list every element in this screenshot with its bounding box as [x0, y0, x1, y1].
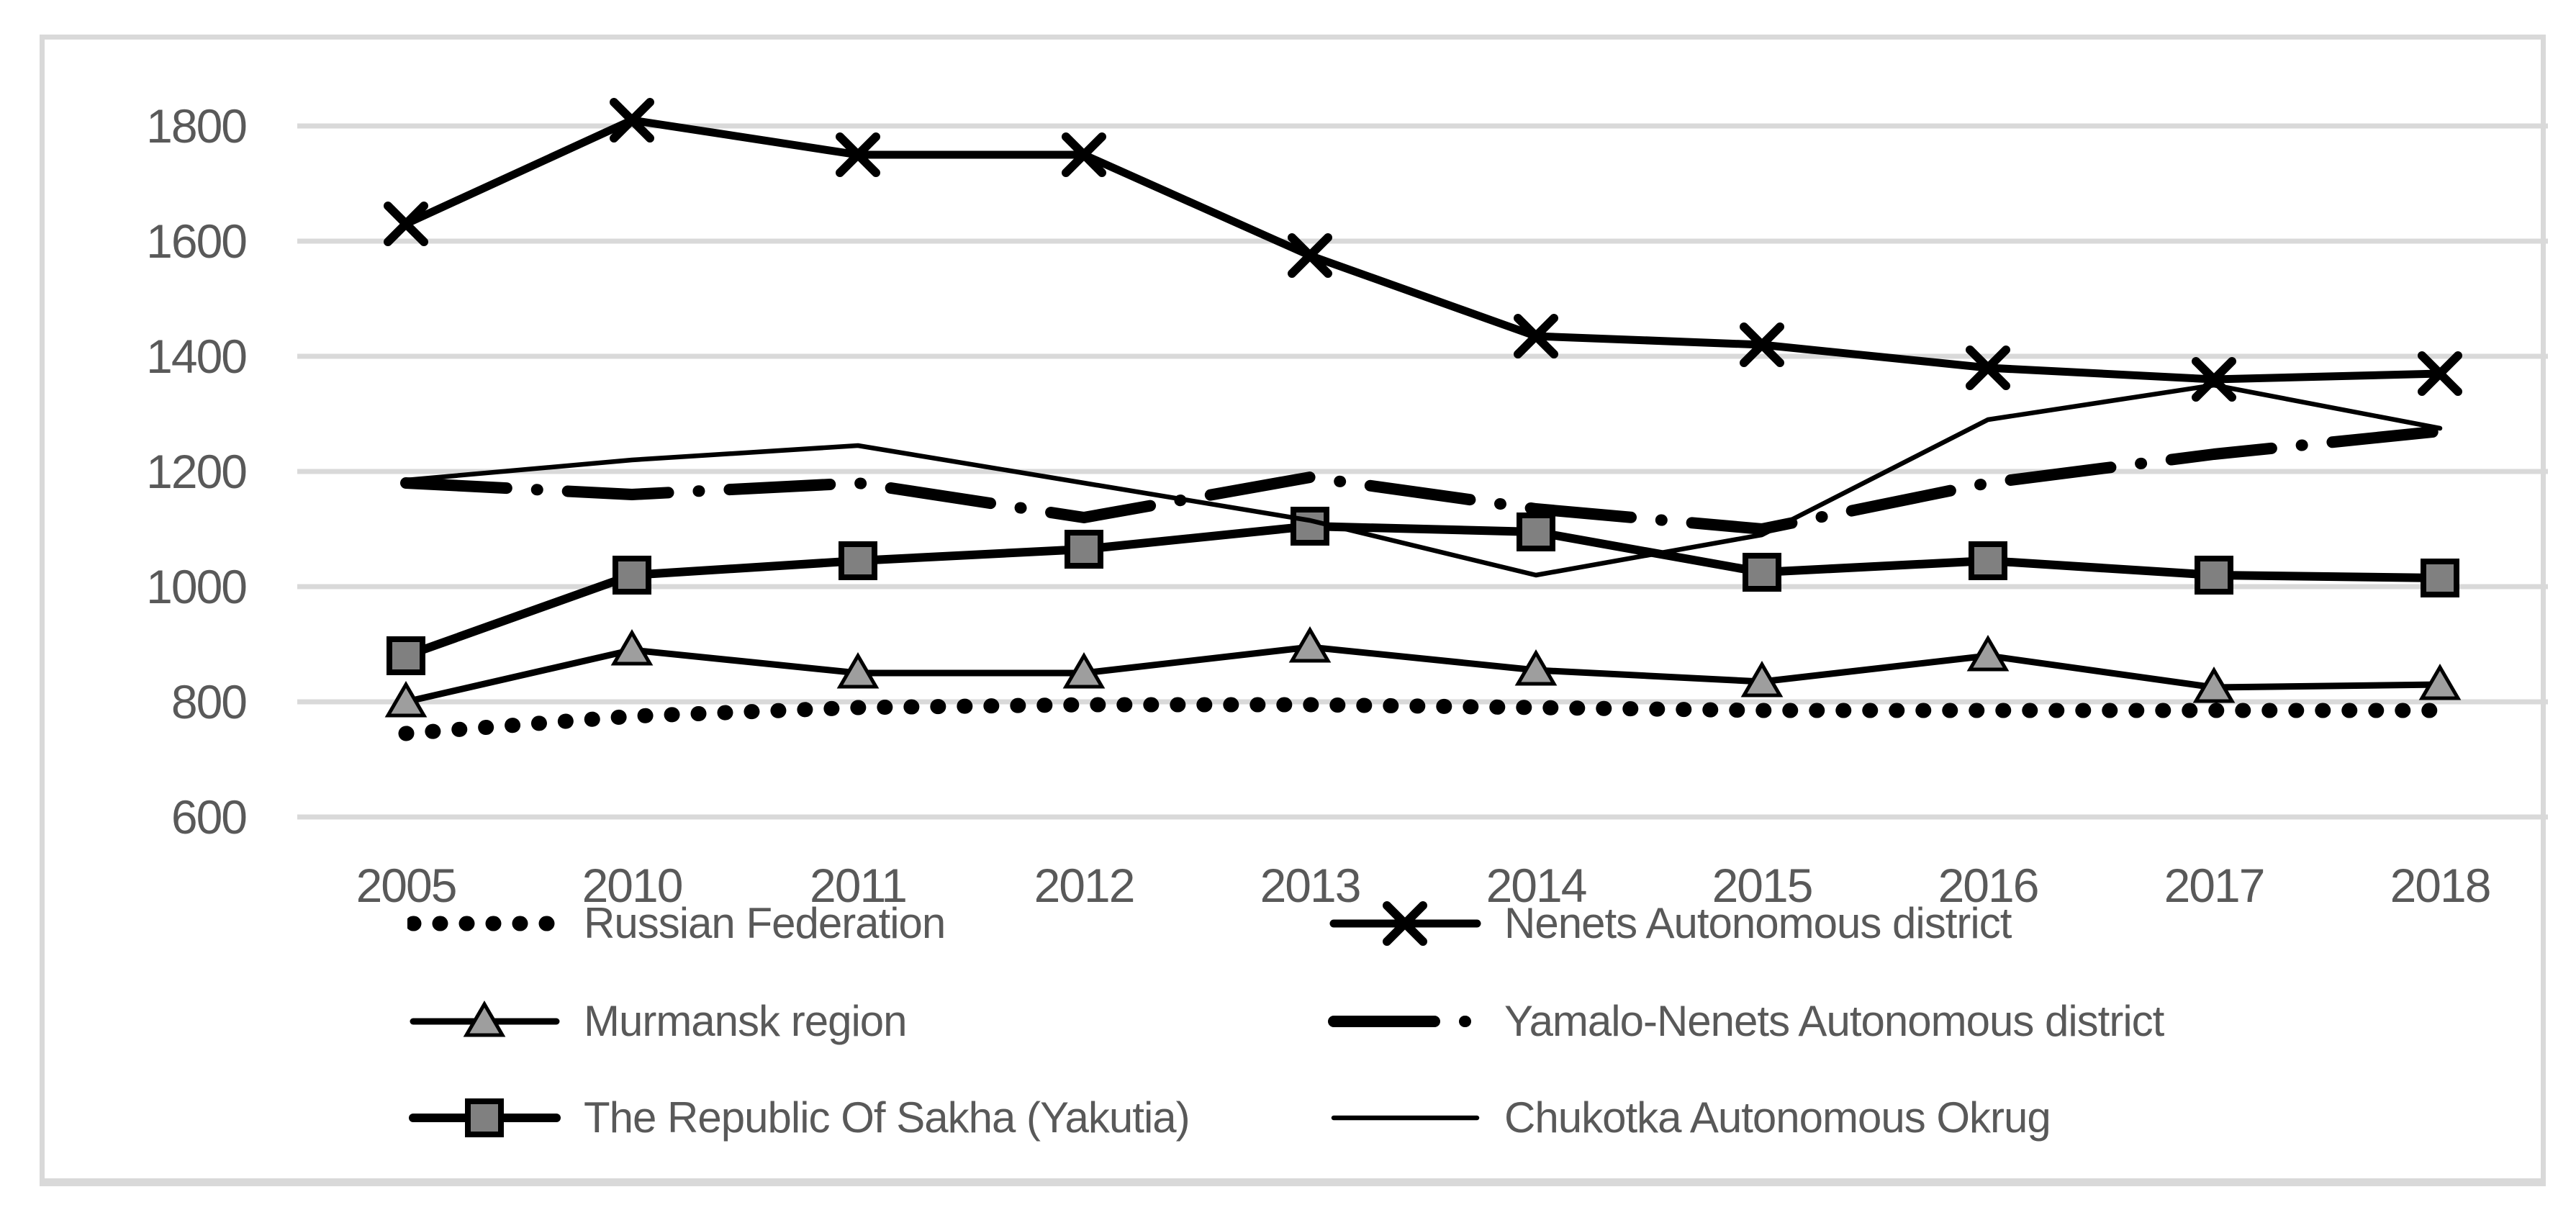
sakha-square-marker	[387, 636, 425, 675]
sakha-square-marker	[1743, 553, 1781, 592]
murmansk-triangle-marker	[1062, 652, 1106, 689]
sakha-square-marker	[1517, 513, 1555, 551]
y-tick-label: 600	[171, 790, 246, 844]
y-tick-label: 1200	[146, 445, 246, 498]
y-tick-label: 800	[171, 675, 246, 728]
nenets-legend-x-marker	[1383, 901, 1427, 946]
murmansk-triangle-marker	[1514, 649, 1558, 686]
murmansk-line	[402, 644, 2444, 705]
legend-label-chukotka: Chukotka Autonomous Okrug	[1504, 1093, 2051, 1142]
sakha-square-marker	[2421, 559, 2459, 597]
murmansk-triangle-marker	[1288, 626, 1332, 663]
murmansk-triangle-marker	[1966, 635, 2010, 672]
x-tick-label: 2013	[1260, 859, 1360, 912]
x-tick-label: 2017	[2164, 859, 2264, 912]
nenets-x-marker	[1966, 346, 2010, 390]
nenets-x-marker	[384, 202, 428, 246]
murmansk-legend-triangle-marker	[463, 1001, 506, 1037]
x-tick-label: 2014	[1486, 859, 1586, 912]
triangle-marker-line-icon	[410, 1001, 560, 1037]
yamalo-nenets-line	[400, 425, 2446, 535]
y-tick-label: 1400	[146, 330, 246, 383]
murmansk-triangle-marker	[2418, 664, 2462, 700]
x-tick-label: 2018	[2390, 859, 2490, 912]
legend-label-nenets: Nenets Autonomous district	[1504, 899, 2012, 947]
legend-label-sakha: The Republic Of Sakha (Yakutia)	[584, 1093, 1190, 1142]
dash-dot-line-icon	[1328, 1016, 1483, 1027]
legend-item-yamalo-nenets: Yamalo-Nenets Autonomous district	[1328, 996, 2164, 1047]
dotted-line-icon	[407, 916, 562, 931]
chart-border-frame	[40, 35, 2546, 1186]
nenets-x-marker	[1740, 322, 1784, 367]
legend-item-sakha: The Republic Of Sakha (Yakutia)	[407, 1093, 1190, 1143]
murmansk-triangle-marker	[610, 629, 654, 666]
legend-label-yamalo-nenets: Yamalo-Nenets Autonomous district	[1504, 997, 2164, 1045]
y-tick-label: 1600	[146, 215, 246, 268]
nenets-x-marker	[610, 98, 654, 143]
thin-line-icon	[1331, 1115, 1480, 1121]
sakha-square-marker	[1065, 530, 1103, 569]
chukotka-line	[403, 382, 2443, 578]
sakha-square-marker	[1969, 541, 2007, 580]
nenets-x-marker	[1062, 132, 1106, 177]
nenets-line	[402, 116, 2444, 384]
nenets-x-marker	[1514, 314, 1558, 358]
russian-federation-line	[398, 697, 2448, 741]
sakha-square-marker	[839, 541, 877, 580]
x-tick-label: 2012	[1034, 859, 1134, 912]
murmansk-triangle-marker	[836, 652, 880, 689]
sakha-legend-square-marker	[465, 1098, 504, 1137]
sakha-square-marker	[1291, 507, 1329, 546]
sakha-square-marker	[2195, 556, 2233, 595]
x-tick-label: 2016	[1938, 859, 2038, 912]
legend-label-murmansk: Murmansk region	[584, 997, 908, 1045]
nenets-x-marker	[2418, 351, 2462, 396]
nenets-x-marker	[1288, 233, 1332, 278]
murmansk-triangle-marker	[1740, 661, 1784, 697]
murmansk-triangle-marker	[2192, 667, 2236, 703]
x-tick-label: 2011	[810, 859, 906, 912]
y-tick-label: 1800	[146, 99, 246, 153]
legend-label-russian-federation: Russian Federation	[584, 899, 946, 947]
legend-item-nenets: Nenets Autonomous district	[1328, 898, 2012, 949]
nenets-x-marker	[836, 132, 880, 177]
x-tick-label: 2010	[582, 859, 682, 912]
murmansk-triangle-marker	[384, 681, 428, 718]
square-marker-line-icon	[409, 1098, 561, 1137]
legend-item-russian-federation: Russian Federation	[407, 898, 946, 949]
x-tick-label: 2015	[1712, 859, 1812, 912]
legend-item-chukotka: Chukotka Autonomous Okrug	[1328, 1093, 2051, 1143]
sakha-square-marker	[613, 556, 651, 595]
x-marker-line-icon	[1329, 901, 1481, 946]
legend-item-murmansk: Murmansk region	[407, 996, 908, 1047]
y-tick-label: 1000	[146, 560, 246, 613]
x-tick-label: 2005	[356, 859, 456, 912]
nenets-x-marker	[2192, 357, 2236, 402]
sakha-line	[402, 522, 2444, 660]
